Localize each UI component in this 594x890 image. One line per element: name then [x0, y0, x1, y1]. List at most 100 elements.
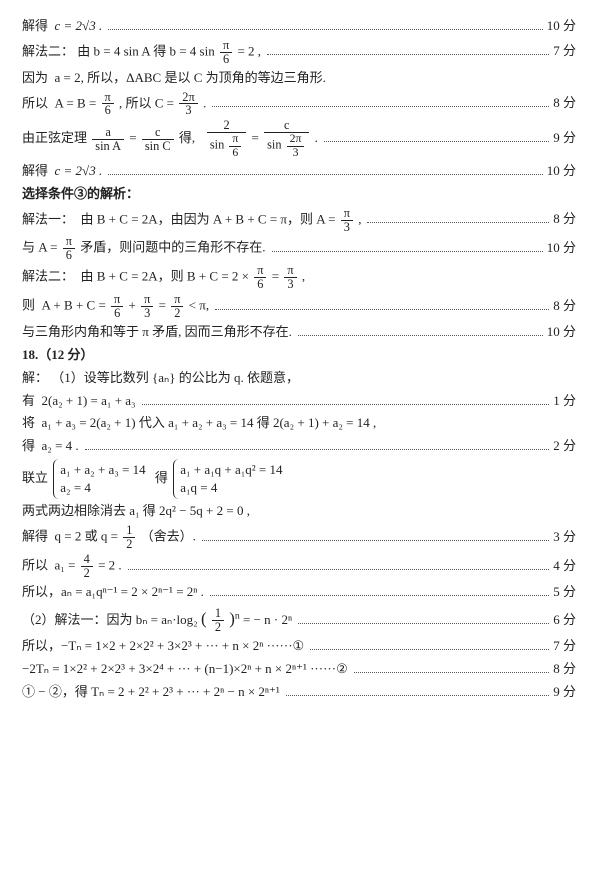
fraction: 2π 3: [287, 133, 305, 159]
txt: 联立: [22, 470, 48, 485]
txt: q = 2 或 q =: [55, 529, 118, 544]
leader-dots: [85, 438, 550, 451]
line-q18-Tn2: −2Tₙ = 1×2² + 2×2³ + 3×2⁴ + ··· + (n−1)×…: [22, 659, 576, 680]
score: 8 分: [553, 93, 576, 114]
line-q18-setup: 解： （1）设等比数列 {aₙ} 的公比为 q. 依题意，: [22, 368, 576, 389]
txt: （1）设等比数列 {aₙ} 的公比为 q. 依题意，: [51, 370, 299, 385]
score: 9 分: [553, 128, 576, 149]
txt: 得: [155, 470, 168, 485]
math: c = 2√3 .: [55, 163, 103, 178]
score: 10 分: [547, 161, 576, 182]
line-q18-Tn1: 所以，−Tₙ = 1×2 + 2×2² + 3×2³ + ··· + n × 2…: [22, 636, 576, 657]
txt: 所以，aₙ = a₁qⁿ⁻¹ = 2 × 2ⁿ⁻¹ = 2ⁿ .: [22, 582, 204, 603]
leader-dots: [286, 683, 549, 696]
fraction: π 3: [341, 207, 353, 234]
fraction: π 6: [111, 293, 123, 320]
txt: a₂ = 4 .: [42, 438, 79, 453]
txt: 解得: [22, 529, 48, 544]
line-q18-Tn3: ① − ②，得 Tₙ = 2 + 2² + 2³ + ··· + 2ⁿ − n …: [22, 682, 576, 703]
leader-dots: [267, 43, 549, 56]
fraction-nested: 2 sin π 6: [207, 119, 246, 159]
leader-dots: [108, 162, 543, 175]
txt: .: [315, 130, 318, 145]
txt: 2(a₂ + 1) = a₁ + a₃: [42, 393, 136, 408]
txt: =: [272, 269, 279, 284]
leader-dots: [108, 17, 543, 30]
txt: 由 B + C = 2A，由因为 A + B + C = π，则 A =: [81, 211, 336, 226]
leader-dots: [215, 297, 549, 310]
fraction: π 6: [229, 133, 241, 159]
leader-dots: [142, 392, 550, 405]
score: 1 分: [553, 391, 576, 412]
line-contradiction-1: 与 A = π 6 矛盾，则问题中的三角形不存在. 10 分: [22, 235, 576, 262]
txt: =: [252, 130, 259, 145]
score: 10 分: [547, 16, 576, 37]
line-q18-a2: 得 a₂ = 4 . 2 分: [22, 436, 576, 457]
txt: 与三角形内角和等于 π 矛盾, 因而三角形不存在.: [22, 322, 292, 343]
line-contradiction-2: 与三角形内角和等于 π 矛盾, 因而三角形不存在. 10 分: [22, 322, 576, 343]
txt: = 2 .: [98, 558, 122, 573]
fraction-nested: c sin 2π 3: [264, 119, 309, 159]
leader-dots: [367, 210, 549, 223]
txt: 则: [22, 298, 35, 313]
txt: 所以: [22, 95, 48, 110]
fraction: 2π 3: [179, 91, 197, 118]
txt: ,: [358, 211, 361, 226]
fraction: 1 2: [123, 524, 135, 551]
txt: 矛盾，则问题中的三角形不存在.: [80, 240, 265, 255]
score: 3 分: [553, 527, 576, 548]
fraction: π 6: [254, 264, 266, 291]
txt: 解得: [22, 163, 48, 178]
txt: ① − ②，得 Tₙ = 2 + 2² + 2³ + ··· + 2ⁿ − n …: [22, 682, 280, 703]
line-q18-divide: 两式两边相除消去 a₁ 得 2q² − 5q + 2 = 0 ,: [22, 501, 576, 522]
txt: 将: [22, 415, 35, 430]
leader-dots: [210, 583, 549, 596]
leader-dots: [324, 130, 549, 143]
line-angles: 所以 A = B = π 6 , 所以 C = 2π 3 . 8 分: [22, 91, 576, 118]
txt: 所以: [22, 558, 48, 573]
score: 2 分: [553, 436, 576, 457]
score: 7 分: [553, 41, 576, 62]
txt: −2Tₙ = 1×2² + 2×2³ + 3×2⁴ + ··· + (n−1)×…: [22, 659, 348, 680]
line-c-result-1: 解得 c = 2√3 . 10 分: [22, 16, 576, 37]
txt: 由 b = 4 sin A 得 b = 4 sin: [77, 43, 214, 58]
txt: 因为: [22, 70, 48, 85]
score: 10 分: [547, 238, 576, 259]
line-law-of-sines: 由正弦定理 a sin A = c sin C 得, 2 sin π 6 = c: [22, 119, 576, 159]
txt: = − n · 2ⁿ: [243, 612, 292, 627]
txt: < π,: [189, 298, 209, 313]
txt: .: [203, 95, 206, 110]
txt: a = 2, 所以，ΔABC 是以 C 为顶角的等边三角形.: [55, 70, 326, 85]
line-method2-b: 解法二： 由 b = 4 sin A 得 b = 4 sin π 6 = 2 ,…: [22, 39, 576, 66]
txt: （舍去）.: [141, 529, 196, 544]
line-q18-sub: 将 a₁ + a₃ = 2(a₂ + 1) 代入 a₁ + a₂ + a₃ = …: [22, 413, 576, 434]
txt: , 所以 C =: [119, 95, 174, 110]
txt: =: [159, 298, 166, 313]
txt: +: [129, 298, 136, 313]
heading-choice-3: 选择条件③的解析：: [22, 184, 576, 205]
fraction: π 6: [220, 39, 232, 66]
score: 8 分: [553, 296, 576, 317]
txt: 有: [22, 393, 35, 408]
score: 5 分: [553, 582, 576, 603]
fraction: c sin C: [142, 126, 174, 153]
fraction: a sin A: [92, 126, 124, 153]
txt: 得: [22, 438, 35, 453]
leader-dots: [272, 239, 543, 252]
leader-dots: [354, 660, 550, 673]
score: 7 分: [553, 636, 576, 657]
brace-system-2: a₁ + a₁q + a₁q² = 14 a₁q = 4: [173, 459, 286, 499]
txt: 解：: [22, 370, 48, 385]
line-sum-angles: 则 A + B + C = π 6 + π 3 = π 2 < π, 8 分: [22, 293, 576, 320]
txt: a₁ + a₃ = 2(a₂ + 1) 代入 a₁ + a₂ + a₃ = 14…: [42, 415, 377, 430]
txt: 得,: [179, 130, 195, 145]
fraction: π 3: [141, 293, 153, 320]
txt: 与 A =: [22, 240, 58, 255]
leader-dots: [298, 324, 543, 337]
fraction: π 6: [63, 235, 75, 262]
txt: A = B =: [55, 95, 97, 110]
fraction: π 2: [171, 293, 183, 320]
line-q18-braces: 联立 a₁ + a₂ + a₃ = 14 a₂ = 4 得 a₁ + a₁q +…: [22, 459, 576, 499]
txt: =: [129, 130, 136, 145]
line-c3-method2: 解法二： 由 B + C = 2A，则 B + C = 2 × π 6 = π …: [22, 264, 576, 291]
